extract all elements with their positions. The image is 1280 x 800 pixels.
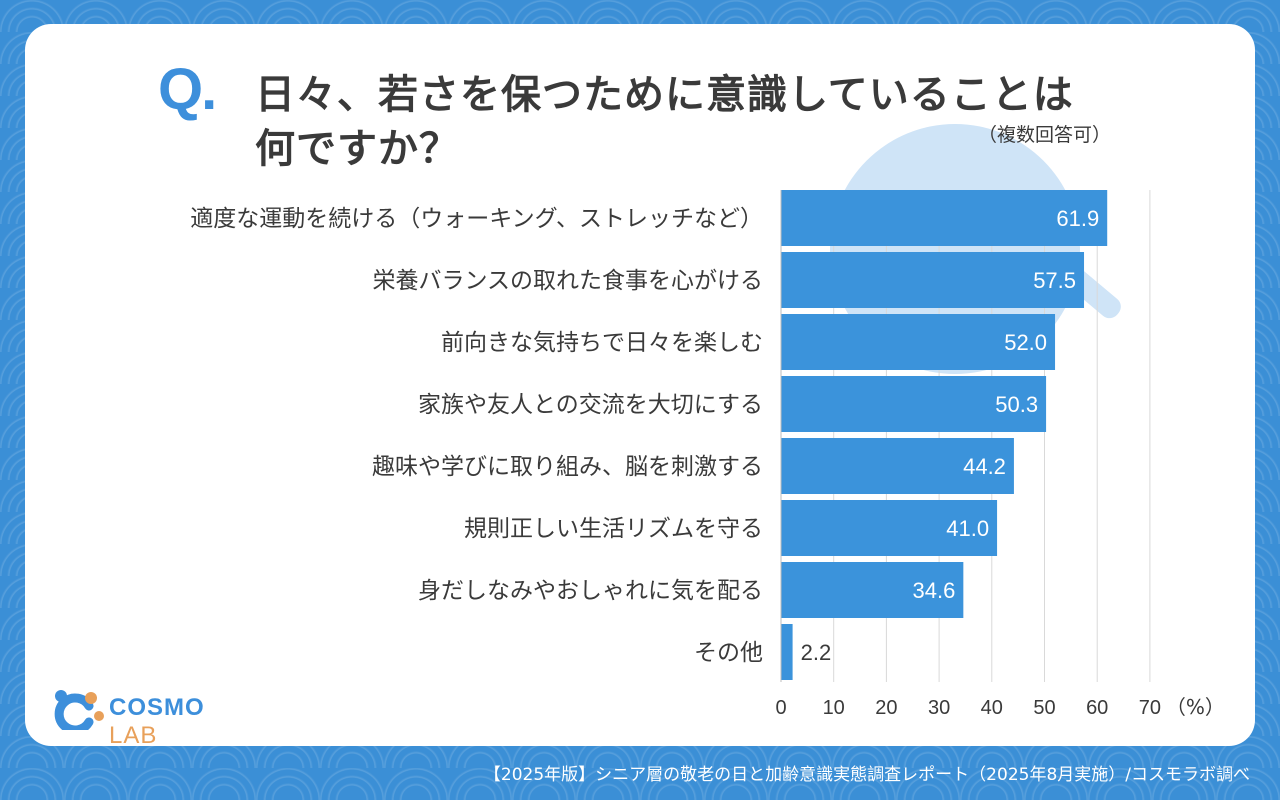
- bar: [781, 562, 964, 618]
- category-label: 趣味や学びに取り組み、脳を刺激する: [372, 454, 763, 480]
- question-mark-label: Q.: [158, 57, 217, 122]
- bar: [781, 190, 1108, 246]
- source-footer: 【2025年版】シニア層の敬老の日と加齢意識実態調査レポート（2025年8月実施…: [483, 765, 1250, 785]
- value-label: 2.2: [801, 640, 832, 665]
- bar: [781, 376, 1047, 432]
- x-tick-label: 60: [1086, 697, 1108, 719]
- question-title: 日々、若さを保つために意識していることは 何ですか？: [255, 68, 1135, 176]
- x-tick-label: 10: [823, 697, 845, 719]
- bar: [781, 252, 1085, 308]
- value-label: 50.3: [995, 392, 1038, 417]
- logo-text: COSMO LAB: [109, 694, 249, 746]
- cosmo-lab-logo: COSMO LAB: [49, 686, 249, 746]
- value-label: 34.6: [913, 578, 956, 603]
- title-line-1: 日々、若さを保つために意識していることは: [255, 72, 1074, 118]
- value-label: 41.0: [946, 516, 989, 541]
- value-label: 52.0: [1004, 330, 1047, 355]
- category-label: 前向きな気持ちで日々を楽しむ: [441, 330, 763, 356]
- bar-chart: 0 10 20 30 40 50 60 70 （%） 適度な運動を続ける（ウォーキング、ストレッチ…: [190, 190, 1225, 719]
- category-label: 栄養バランスの取れた食事を心がける: [372, 268, 763, 294]
- category-label: 家族や友人との交流を大切にする: [418, 392, 763, 418]
- multiple-answer-note: （複数回答可）: [978, 124, 1112, 146]
- chart-card: Q. 日々、若さを保つために意識していることは 何ですか？ （複数回答可） 0 10…: [25, 24, 1255, 746]
- x-unit-label: （%）: [1166, 695, 1225, 719]
- x-tick-label: 20: [875, 697, 897, 719]
- logo-mark-icon: [54, 690, 104, 735]
- logo-text-lab: LAB: [109, 722, 158, 746]
- x-tick-label: 0: [775, 697, 786, 719]
- bar: [781, 500, 998, 556]
- bar: [781, 624, 793, 680]
- bar: [781, 438, 1014, 494]
- x-tick-label: 40: [981, 697, 1003, 719]
- category-label: 身だしなみやおしゃれに気を配る: [418, 578, 763, 604]
- category-label: その他: [694, 640, 763, 666]
- bar: [781, 314, 1056, 370]
- category-label: 適度な運動を続ける（ウォーキング、ストレッチなど）: [190, 206, 763, 232]
- x-tick-label: 30: [928, 697, 950, 719]
- value-label: 61.9: [1056, 206, 1099, 231]
- x-tick-label: 70: [1139, 697, 1161, 719]
- x-tick-label: 50: [1033, 697, 1055, 719]
- logo-text-cosmo: COSMO: [109, 694, 205, 721]
- value-label: 44.2: [963, 454, 1006, 479]
- title-line-2: 何ですか？: [255, 126, 460, 172]
- category-label: 規則正しい生活リズムを守る: [464, 516, 763, 542]
- value-label: 57.5: [1033, 268, 1076, 293]
